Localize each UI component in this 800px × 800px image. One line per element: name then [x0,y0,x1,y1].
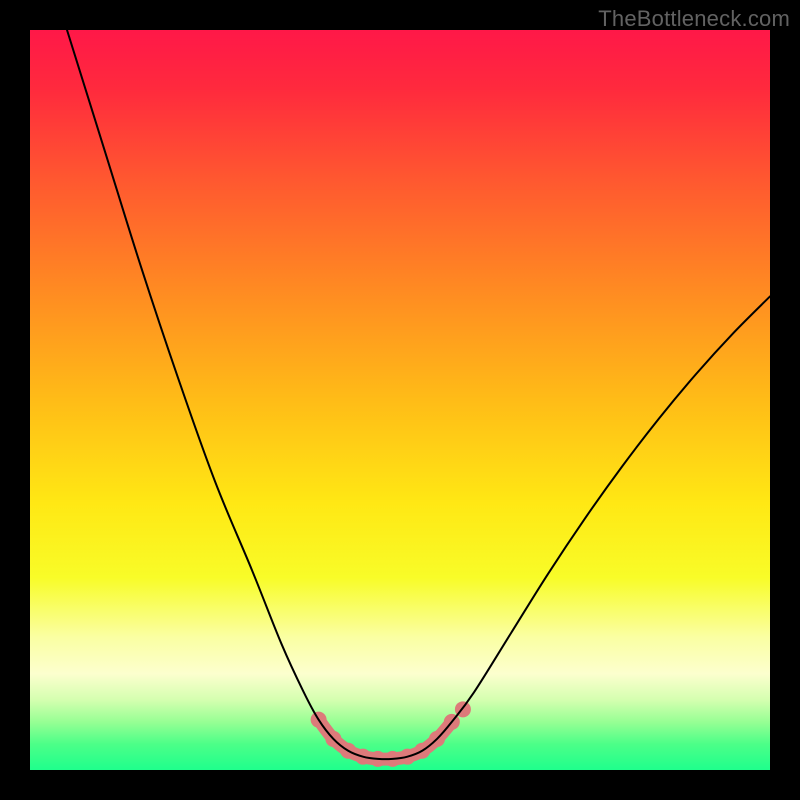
watermark-text: TheBottleneck.com [598,6,790,32]
bottleneck-chart [0,0,800,800]
gradient-background [30,30,770,770]
chart-stage: TheBottleneck.com [0,0,800,800]
